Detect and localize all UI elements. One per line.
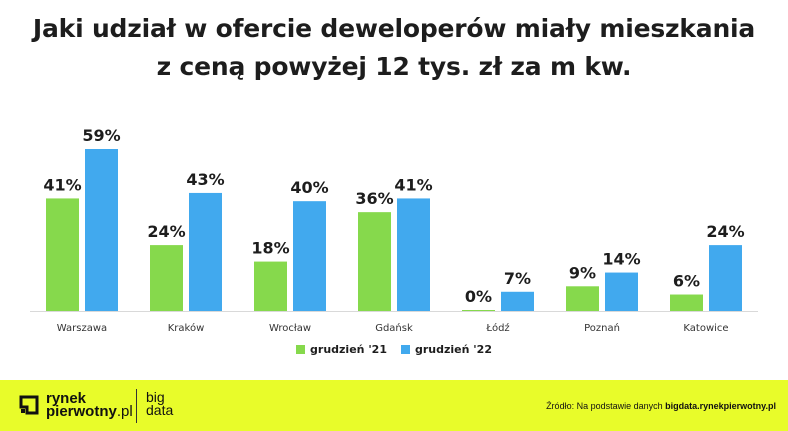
logo-word: pierwotny	[46, 403, 117, 420]
category-label-4: Łódź	[485, 322, 509, 334]
data-label-s1-3: 41%	[394, 175, 432, 194]
category-label-0: Warszawa	[57, 323, 107, 334]
bar-s0-4	[462, 310, 495, 311]
source-prefix: Źródło: Na podstawie danych	[546, 401, 666, 411]
bar-s1-0	[85, 149, 118, 311]
source-link[interactable]: bigdata.rynekpierwotny.pl	[665, 401, 776, 411]
category-label-3: Gdańsk	[375, 322, 413, 334]
legend-item-dec-22: grudzień '22	[401, 343, 492, 356]
chart-title-line-1: Jaki udział w ofercie deweloperów miały …	[32, 14, 756, 43]
bar-s0-6	[670, 294, 703, 311]
bar-s0-2	[254, 261, 287, 311]
data-label-s0-1: 24%	[147, 222, 185, 241]
bar-s0-3	[358, 212, 391, 311]
rynekpierwotny-logo[interactable]: rynek pierwotny.pl	[18, 390, 133, 420]
logo-line-2: pierwotny.pl	[46, 403, 133, 420]
rynekpierwotny-logo-mark-icon	[19, 395, 39, 415]
bigdata-line-1: big	[146, 389, 165, 405]
data-label-s0-4: 0%	[465, 287, 492, 306]
data-label-s1-2: 40%	[290, 178, 328, 197]
bigdata-line-2: data	[146, 402, 174, 418]
data-label-s0-3: 36%	[355, 189, 393, 208]
data-label-s1-4: 7%	[504, 269, 531, 288]
rynekpierwotny-logo-text: rynek pierwotny.pl	[46, 390, 133, 420]
data-label-s0-0: 41%	[43, 175, 81, 194]
logo-line-1: rynek	[46, 390, 87, 407]
data-label-s1-0: 59%	[82, 126, 120, 145]
bar-s1-2	[293, 201, 326, 311]
bar-s1-1	[189, 192, 222, 311]
data-label-s0-5: 9%	[569, 263, 596, 282]
legend-swatch-dec-22	[401, 345, 410, 354]
data-label-s0-2: 18%	[251, 239, 289, 258]
bar-s0-5	[566, 286, 599, 311]
footer-bar: rynek pierwotny.pl big data Źródło: Na p…	[0, 380, 788, 431]
data-label-s1-1: 43%	[186, 170, 224, 189]
bar-s0-1	[150, 245, 183, 311]
category-label-1: Kraków	[168, 322, 205, 334]
data-label-s0-6: 6%	[673, 272, 700, 291]
logo-tld: .pl	[116, 403, 133, 420]
bar-s1-5	[605, 272, 638, 311]
category-label-5: Poznań	[584, 322, 620, 334]
category-label-2: Wrocław	[269, 323, 311, 334]
bigdata-logo[interactable]: big data	[146, 389, 174, 418]
bar-s0-0	[46, 198, 79, 311]
legend: grudzień '21 grudzień '22	[0, 343, 788, 356]
legend-item-dec-21: grudzień '21	[296, 343, 387, 356]
bar-s1-4	[501, 291, 534, 311]
data-label-s1-6: 24%	[706, 222, 744, 241]
category-label-6: Katowice	[683, 323, 728, 334]
logo-divider	[136, 389, 137, 423]
bar-chart: 41% 59% Warszawa 24% 43% Kraków 18% 40% Wrocław 3…	[30, 126, 758, 334]
legend-label-dec-22: grudzień '22	[415, 343, 492, 356]
source-note: Źródło: Na podstawie danych bigdata.ryne…	[546, 401, 776, 411]
bar-s1-6	[709, 245, 742, 311]
chart-title-line-2: z ceną powyżej 12 tys. zł za m kw.	[156, 52, 632, 81]
legend-label-dec-21: grudzień '21	[310, 343, 387, 356]
legend-swatch-dec-21	[296, 345, 306, 354]
bar-s1-3	[397, 198, 430, 311]
data-label-s1-5: 14%	[602, 250, 640, 269]
